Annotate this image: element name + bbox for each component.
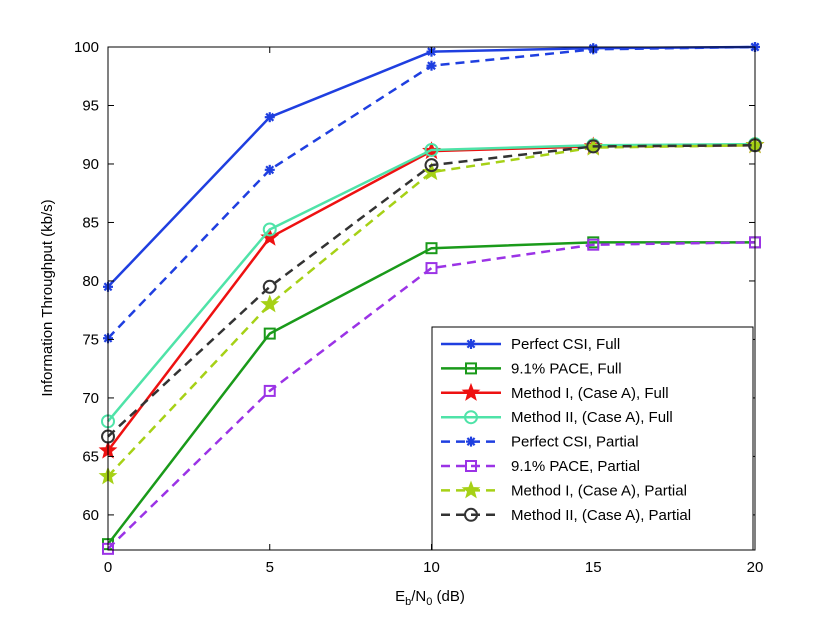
series-1-line <box>107 241 755 545</box>
series-6-point-1 <box>260 294 280 313</box>
legend-label-0: Perfect CSI, Full <box>511 336 620 353</box>
series-0-point-1 <box>264 112 275 123</box>
series-6-line <box>107 144 756 478</box>
legend-marker-1 <box>465 362 477 375</box>
y-tick-label-70: 70 <box>82 390 99 407</box>
legend-marker-6 <box>461 480 481 499</box>
legend-marker-0-stroke-3 <box>466 339 476 349</box>
legend-marker-7 <box>464 507 478 522</box>
series-1-point-2 <box>425 242 438 255</box>
y-axis-label: Information Throughput (kb/s) <box>39 199 56 396</box>
legend-label-2: Method I, (Case A), Full <box>511 385 669 402</box>
series-4-point-1-stroke-3 <box>265 165 275 175</box>
x-axis-label-main: E <box>395 588 405 605</box>
legend-marker-2 <box>461 382 481 401</box>
x-axis-label-mid: /N <box>411 588 426 605</box>
x-tick-label-0: 0 <box>104 559 112 576</box>
legend-label-3: Method II, (Case A), Full <box>511 409 673 426</box>
series-4-point-2 <box>426 60 437 71</box>
series-5-point-2 <box>425 262 438 275</box>
x-axis-label-sub2: 0 <box>426 596 432 608</box>
legend-marker-5 <box>465 460 477 472</box>
legend-marker-3 <box>464 410 478 425</box>
legend-marker-4 <box>466 436 476 447</box>
legend-marker-0 <box>466 339 476 349</box>
series-3-point-1 <box>262 222 277 237</box>
series-1-point-1 <box>263 327 276 340</box>
series-3-point-2 <box>424 142 439 157</box>
series-7-point-1 <box>262 279 277 294</box>
y-tick-label-85: 85 <box>82 214 99 231</box>
series-5-point-1 <box>263 384 276 397</box>
series-4-point-2-stroke-3 <box>427 61 436 71</box>
series-4-point-1 <box>264 164 275 175</box>
series-7-line <box>107 144 756 438</box>
y-tick-label-95: 95 <box>82 97 99 114</box>
x-tick-label-5: 5 <box>266 559 274 576</box>
legend-box <box>431 326 754 551</box>
series-7-point-3 <box>586 139 601 154</box>
series-7-point-2 <box>424 158 439 173</box>
y-tick-label-80: 80 <box>82 273 99 290</box>
series-5-point-3 <box>587 238 600 251</box>
x-tick-label-15: 15 <box>585 559 602 576</box>
x-axis-label: Eb/N0 (dB) <box>395 588 465 608</box>
x-tick-label-20: 20 <box>747 559 764 576</box>
y-tick-label-60: 60 <box>82 507 99 524</box>
legend: Perfect CSI, Full 9.1% PACE, Full Method I… <box>431 326 754 551</box>
legend-marker-4-stroke-3 <box>466 437 476 446</box>
y-tick-label-65: 65 <box>82 448 99 465</box>
legend-label-1: 9.1% PACE, Full <box>511 360 622 377</box>
series-5-line <box>107 241 756 550</box>
x-tick-label-10: 10 <box>423 559 440 576</box>
legend-label-5: 9.1% PACE, Partial <box>511 458 640 475</box>
legend-label-6: Method I, (Case A), Partial <box>511 482 687 499</box>
y-tick-label-75: 75 <box>82 331 99 348</box>
series-layer <box>98 42 765 555</box>
y-tick-label-90: 90 <box>82 156 99 173</box>
series-3-line <box>107 142 756 423</box>
legend-label-4: Perfect CSI, Partial <box>511 434 639 451</box>
series-0-point-1-stroke-3 <box>265 112 275 122</box>
y-tick-label-100: 100 <box>74 39 99 56</box>
legend-label-7: Method II, (Case A), Partial <box>511 507 691 524</box>
x-axis-label-sub1: b <box>405 596 411 608</box>
x-axis-label-tail: (dB) <box>432 588 465 605</box>
